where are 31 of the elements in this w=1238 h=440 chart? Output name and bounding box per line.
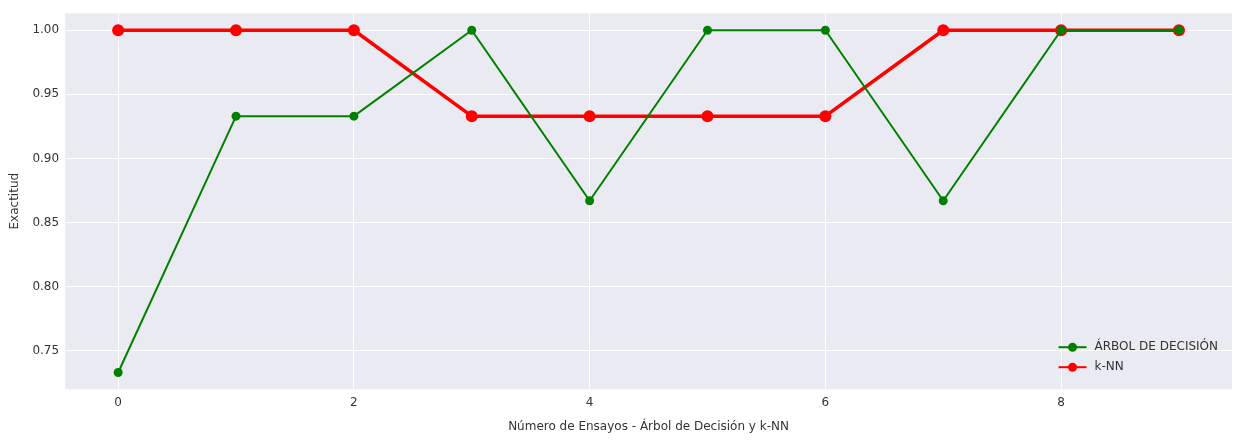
y-tick-label: 1.00 bbox=[32, 22, 60, 37]
point bbox=[112, 24, 125, 37]
y-tick-label: 0.85 bbox=[32, 214, 60, 229]
x-tick-label: 4 bbox=[585, 394, 594, 409]
point bbox=[113, 368, 123, 378]
y-tick-label: 0.75 bbox=[32, 342, 60, 357]
point bbox=[937, 24, 950, 37]
point bbox=[938, 196, 948, 206]
point bbox=[230, 24, 243, 37]
x-tick-label: 8 bbox=[1057, 394, 1065, 409]
y-tick-label: 0.90 bbox=[32, 150, 60, 165]
x-axis-title: Número de Ensayos - Árbol de Decisión y k-NN bbox=[508, 417, 789, 433]
point bbox=[585, 196, 595, 206]
point bbox=[702, 25, 712, 35]
y-tick-label: 0.80 bbox=[32, 278, 60, 293]
point bbox=[583, 110, 596, 123]
point bbox=[467, 25, 477, 35]
point bbox=[347, 24, 360, 37]
point bbox=[701, 110, 714, 123]
legend-label: ÁRBOL DE DECISIÓN bbox=[1094, 338, 1218, 354]
x-tick-label: 6 bbox=[821, 394, 830, 409]
point bbox=[231, 111, 241, 121]
point bbox=[820, 25, 830, 35]
point bbox=[819, 110, 832, 123]
point bbox=[465, 110, 478, 123]
point bbox=[349, 111, 359, 121]
x-tick-label: 0 bbox=[114, 394, 122, 409]
y-axis-title: Exactitud bbox=[7, 172, 22, 230]
x-tick-label: 2 bbox=[350, 394, 358, 409]
legend-label: k-NN bbox=[1094, 359, 1124, 374]
y-tick-label: 0.95 bbox=[32, 86, 60, 101]
